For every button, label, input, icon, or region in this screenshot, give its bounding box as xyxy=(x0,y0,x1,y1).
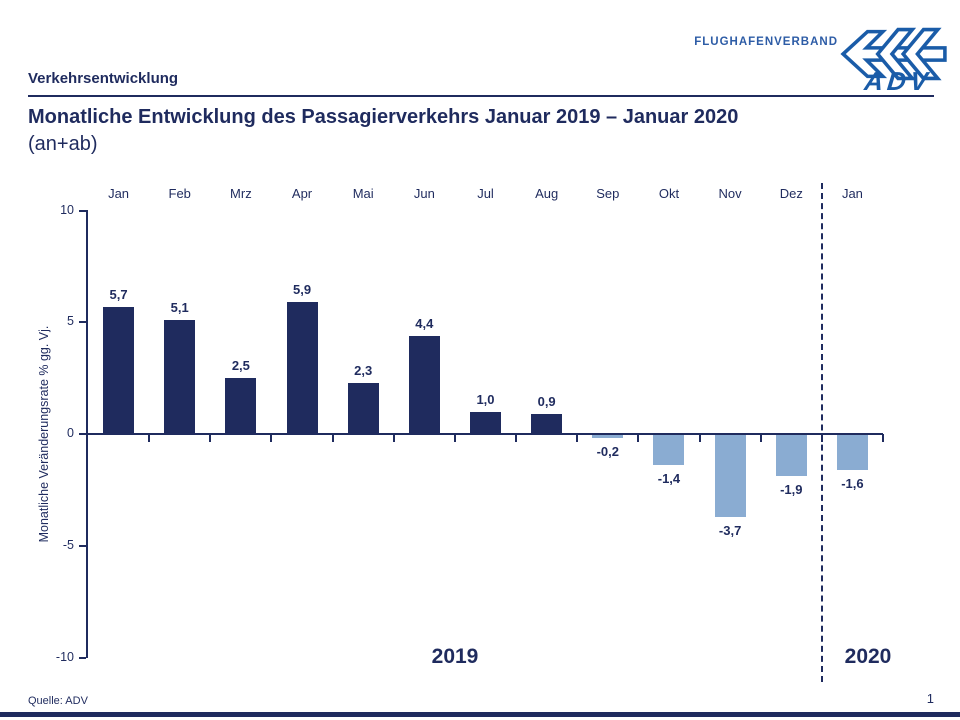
month-label: Apr xyxy=(291,186,313,201)
year-label-2020: 2020 xyxy=(844,645,892,668)
x-axis-tick xyxy=(515,434,518,442)
x-axis-tick xyxy=(392,434,395,442)
bar-positive xyxy=(470,411,501,434)
bar-negative xyxy=(592,434,624,439)
bar-positive xyxy=(225,378,257,434)
bar-positive xyxy=(347,382,379,434)
month-label: Jan xyxy=(841,186,863,201)
header-rule xyxy=(28,95,934,97)
x-axis-tick xyxy=(270,434,273,442)
month-label: Aug xyxy=(535,186,559,201)
bar-value-label: 0,9 xyxy=(537,393,556,409)
year-separator-dashed-line xyxy=(821,183,823,682)
y-axis-tick-label: 0 xyxy=(67,426,74,440)
bar-value-label: 5,1 xyxy=(170,300,189,315)
bar-positive xyxy=(164,320,196,434)
x-axis-tick xyxy=(882,434,884,442)
bar-value-label: -3,7 xyxy=(718,522,742,538)
bar-value-label: -0,2 xyxy=(596,444,619,460)
y-axis-tick-label: 10 xyxy=(60,202,74,217)
page-number: 1 xyxy=(926,691,934,706)
month-label: Nov xyxy=(718,186,742,201)
bar-value-label: 2,3 xyxy=(354,362,373,378)
month-label: Mai xyxy=(352,186,374,201)
bar-negative xyxy=(653,434,685,466)
bar-positive xyxy=(531,413,563,434)
month-label: Okt xyxy=(658,186,680,201)
month-label: Sep xyxy=(596,186,620,201)
y-axis-tick xyxy=(79,321,86,324)
y-axis-line xyxy=(86,210,88,658)
bar-positive xyxy=(286,302,318,434)
month-label: Jul xyxy=(477,186,494,201)
y-axis-tick xyxy=(79,656,86,659)
source-note: Quelle: ADV xyxy=(28,695,88,707)
x-axis-tick xyxy=(453,434,456,442)
bar-value-label: 4,4 xyxy=(415,315,434,331)
y-axis-tick xyxy=(79,209,86,212)
month-label: Jan xyxy=(108,186,130,201)
y-axis-tick-label: -5 xyxy=(62,537,74,552)
bar-negative xyxy=(775,434,807,477)
bar-value-label: -1,9 xyxy=(780,482,803,498)
footer-strip xyxy=(0,712,960,717)
bar-value-label: 5,7 xyxy=(109,286,128,302)
brand-text: FLUGHAFENVERBAND xyxy=(694,36,838,48)
y-axis-tick-label: -10 xyxy=(55,649,74,664)
bar-value-label: -1,6 xyxy=(841,475,864,491)
bar-positive xyxy=(408,335,440,434)
bar-value-label: -1,4 xyxy=(657,471,681,487)
x-axis-tick xyxy=(637,434,640,442)
month-label: Jun xyxy=(413,186,435,201)
page-title: Monatliche Entwicklung des Passagierverk… xyxy=(28,106,739,128)
x-axis-tick xyxy=(331,434,334,442)
x-axis-tick xyxy=(209,434,212,442)
bar-value-label: 5,9 xyxy=(292,282,312,298)
x-axis-tick xyxy=(759,434,762,442)
bar-value-label: 2,5 xyxy=(231,358,250,374)
bar-positive xyxy=(103,306,135,434)
x-axis-tick xyxy=(698,434,701,442)
x-axis-zero-line xyxy=(88,433,883,435)
month-label: Feb xyxy=(168,186,191,201)
page-subtitle: (an+ab) xyxy=(28,133,98,155)
x-axis-tick xyxy=(576,434,579,442)
y-axis-tick-label: 5 xyxy=(67,314,74,329)
y-axis-tick xyxy=(79,544,86,547)
bar-negative xyxy=(714,434,746,517)
bar-negative xyxy=(836,434,868,470)
month-label: Mrz xyxy=(230,186,252,201)
y-axis-tick xyxy=(79,433,86,435)
month-label: Dez xyxy=(779,186,803,201)
year-label-2019: 2019 xyxy=(431,645,479,668)
section-label: Verkehrsentwicklung xyxy=(28,70,179,87)
bar-value-label: 1,0 xyxy=(476,391,495,407)
x-axis-tick xyxy=(148,434,151,442)
adv-logo-arrow-icon xyxy=(840,27,947,81)
